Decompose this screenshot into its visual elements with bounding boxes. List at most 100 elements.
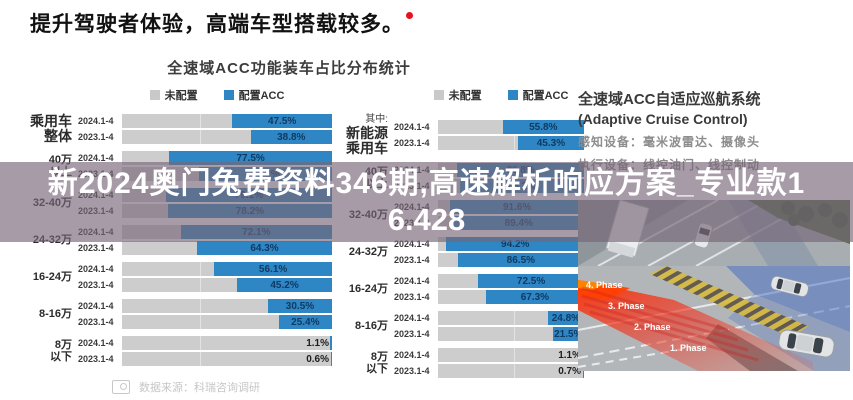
year-label: 2024.1-4	[78, 301, 114, 311]
bar-fill: 45.3%	[517, 136, 584, 150]
chart-title: 全速域ACC功能装车占比分布统计	[167, 60, 411, 77]
phase-diagram-image: 4. Phase 3. Phase 2. Phase 1. Phase	[578, 266, 850, 371]
bar-group-rows: 2024.1-4 24.8% 2023.1-4 21.5%	[394, 311, 584, 341]
year-label: 2024.1-4	[394, 276, 430, 286]
bar-track: 21.5%	[438, 327, 584, 341]
group-label-text: 8万 以下	[50, 339, 72, 363]
bar-group-rows: 2024.1-4 1.1% 2023.1-4 0.7%	[394, 348, 584, 378]
bar-value: 47.5%	[267, 115, 297, 127]
bar-track: 0.6%	[122, 352, 332, 366]
group-label-text: 24-32万	[348, 246, 388, 258]
bar-fill	[330, 352, 332, 366]
source-note: 数据来源：科瑞咨询调研	[112, 379, 260, 395]
group-label: 8万 以下	[24, 339, 78, 363]
legend-label: 配置ACC	[238, 90, 285, 102]
bar-fill: 24.8%	[547, 311, 584, 325]
bar-track: 30.5%	[122, 299, 332, 313]
group-label-prefix: 其中:	[365, 114, 388, 125]
bar-row: 2024.1-4 1.1%	[78, 336, 332, 350]
bar-row: 2024.1-4 56.1%	[78, 262, 332, 276]
bar-row: 2023.1-4 38.8%	[78, 130, 332, 144]
gridline	[199, 278, 201, 292]
year-label: 2024.1-4	[394, 239, 430, 249]
group-label: 16-24万	[24, 271, 78, 283]
bar-group-rows: 2024.1-4 55.8% 2023.1-4 45.3%	[394, 120, 584, 150]
banner-text-line2: 6.428	[387, 202, 466, 237]
bar-track: 1.1%	[122, 336, 332, 350]
bar-group: 其中: 新能源 乘用车 2024.1-4 55.8% 2023.1-4 45.3%	[340, 114, 584, 156]
bar-fill: 67.3%	[485, 290, 584, 304]
year-label: 2023.1-4	[78, 132, 114, 142]
camera-icon	[112, 380, 130, 394]
year-label: 2024.1-4	[394, 122, 430, 132]
watermark-banner: 新2024奥门兔费资料346期,高速解析响应方案_专业款1 6.428	[0, 162, 853, 242]
group-label: 8-16万	[340, 320, 394, 332]
year-label: 2023.1-4	[78, 280, 114, 290]
year-label: 2023.1-4	[78, 243, 114, 253]
group-label-text: 新能源 乘用车	[346, 125, 388, 156]
chart-legend: 未配置 配置ACC	[102, 88, 332, 102]
bar-group: 8-16万 2024.1-4 24.8% 2023.1-4 21.5%	[340, 311, 584, 341]
bar-track: 1.1%	[438, 348, 584, 362]
bar-group-rows: 2024.1-4 47.5% 2023.1-4 38.8%	[78, 114, 332, 144]
bar-value: 30.5%	[285, 300, 315, 312]
bar-row: 2024.1-4 77.5%	[78, 151, 332, 165]
legend-equipped-acc: 配置ACC	[507, 87, 569, 103]
bar-value: 55.8%	[529, 121, 558, 133]
bar-group: 8万 以下 2024.1-4 1.1% 2023.1-4 0.6%	[24, 336, 332, 366]
legend-equipped-acc: 配置ACC	[223, 87, 285, 103]
bar-row: 2024.1-4 30.5%	[78, 299, 332, 313]
bar-track: 72.5%	[438, 274, 584, 288]
bar-row: 2023.1-4 64.3%	[78, 241, 332, 255]
bar-row: 2023.1-4 86.5%	[394, 253, 584, 267]
bar-fill: 47.5%	[232, 114, 332, 128]
bar-row: 2023.1-4 25.4%	[78, 315, 332, 329]
bar-value: 1.1%	[306, 338, 329, 349]
bar-value: 45.3%	[536, 137, 566, 149]
bar-fill	[329, 336, 332, 350]
bar-row: 2023.1-4 45.3%	[394, 136, 584, 150]
bar-value: 56.1%	[258, 263, 288, 275]
legend-label: 未配置	[164, 90, 198, 102]
bar-row: 2023.1-4 45.2%	[78, 278, 332, 292]
bar-value: 64.3%	[250, 242, 279, 254]
bar-track: 77.5%	[122, 151, 332, 165]
gridline	[199, 336, 201, 350]
bar-fill: 30.5%	[267, 299, 332, 313]
bar-value: 86.5%	[506, 254, 536, 266]
bar-fill: 77.5%	[169, 151, 332, 165]
bar-track: 38.8%	[122, 130, 332, 144]
bar-group: 乘用车 整体 2024.1-4 47.5% 2023.1-4 38.8%	[24, 114, 332, 144]
legend-swatch-blue-icon	[223, 90, 234, 100]
bar-track: 47.5%	[122, 114, 332, 128]
legend-swatch-blue-icon	[507, 90, 518, 100]
gridline	[513, 364, 515, 378]
banner-text-line1: 新2024奥门兔费资料346期,高速解析响应方案_专业款1	[47, 167, 806, 200]
gridline	[199, 352, 201, 366]
bar-group: 16-24万 2024.1-4 56.1% 2023.1-4 45.2%	[24, 262, 332, 292]
bar-rows: 其中:新能源 乘用车2024.1-455.8%2023.1-445.3%40万 …	[340, 114, 584, 385]
group-label: 16-24万	[340, 283, 394, 295]
legend-label: 配置ACC	[522, 90, 569, 102]
chart-legend: 未配置 配置ACC	[418, 88, 584, 102]
phase-3-label: 3. Phase	[608, 301, 645, 311]
group-label-text: 乘用车 整体	[30, 113, 72, 144]
bar-track: 45.2%	[122, 278, 332, 292]
gridline	[199, 130, 201, 144]
gridline	[513, 136, 515, 150]
group-label-text: 16-24万	[32, 271, 72, 283]
bar-group: 8-16万 2024.1-4 30.5% 2023.1-4 25.4%	[24, 299, 332, 329]
bar-value: 0.7%	[558, 366, 581, 377]
group-label-text: 8-16万	[38, 308, 72, 320]
bar-fill: 38.8%	[250, 130, 332, 144]
bar-value: 21.5%	[554, 328, 583, 340]
phase-4-label: 4. Phase	[586, 280, 623, 290]
bar-track: 67.3%	[438, 290, 584, 304]
bar-row: 2023.1-4 21.5%	[394, 327, 584, 341]
group-label: 乘用车 整体	[24, 114, 78, 144]
bar-value: 38.8%	[277, 131, 306, 143]
sensor-devices-line: 感知设备：毫米波雷达、摄像头	[578, 135, 761, 149]
group-label-text: 16-24万	[348, 283, 388, 295]
